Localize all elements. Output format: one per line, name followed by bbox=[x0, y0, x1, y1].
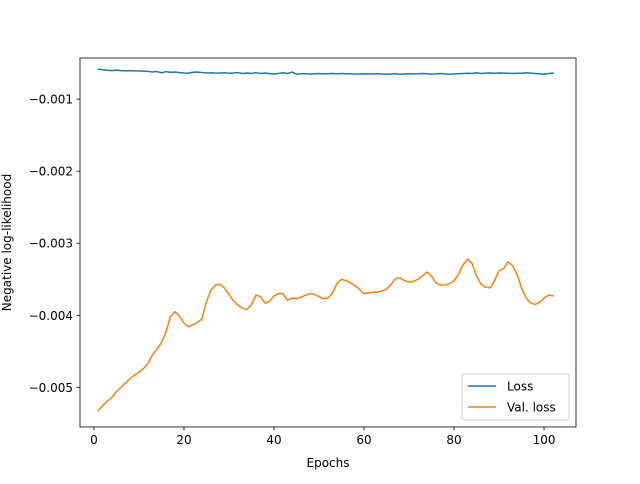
x-tick-label: 80 bbox=[446, 433, 461, 447]
axes-frame bbox=[79, 57, 577, 428]
y-tick-label: −0.004 bbox=[29, 309, 73, 323]
x-tick-label: 20 bbox=[176, 433, 191, 447]
x-axis-label: Epochs bbox=[307, 456, 350, 470]
x-tick-label: 0 bbox=[90, 433, 98, 447]
series-layer bbox=[97, 68, 554, 412]
y-tick-label: −0.002 bbox=[29, 165, 73, 179]
legend-label-val-loss: Val. loss bbox=[507, 401, 556, 415]
legend-label-loss: Loss bbox=[507, 380, 533, 394]
x-tick-label: 100 bbox=[533, 433, 556, 447]
y-tick-label: −0.005 bbox=[29, 381, 73, 395]
x-tick-label: 60 bbox=[356, 433, 371, 447]
y-tick-label: −0.001 bbox=[29, 93, 73, 107]
legend: Loss Val. loss bbox=[461, 373, 570, 421]
y-axis-label: Negative log-likelihood bbox=[0, 174, 14, 311]
y-tick-label: −0.003 bbox=[29, 237, 73, 251]
x-tick-label: 40 bbox=[266, 433, 281, 447]
plot-area bbox=[80, 58, 576, 427]
series-line-loss bbox=[97, 68, 554, 75]
series-line-val-loss bbox=[97, 258, 554, 412]
ticks-layer: 0 20 40 60 80 100 −0.005 −0.004 −0.003 −0.002 −0.0… bbox=[29, 93, 556, 447]
